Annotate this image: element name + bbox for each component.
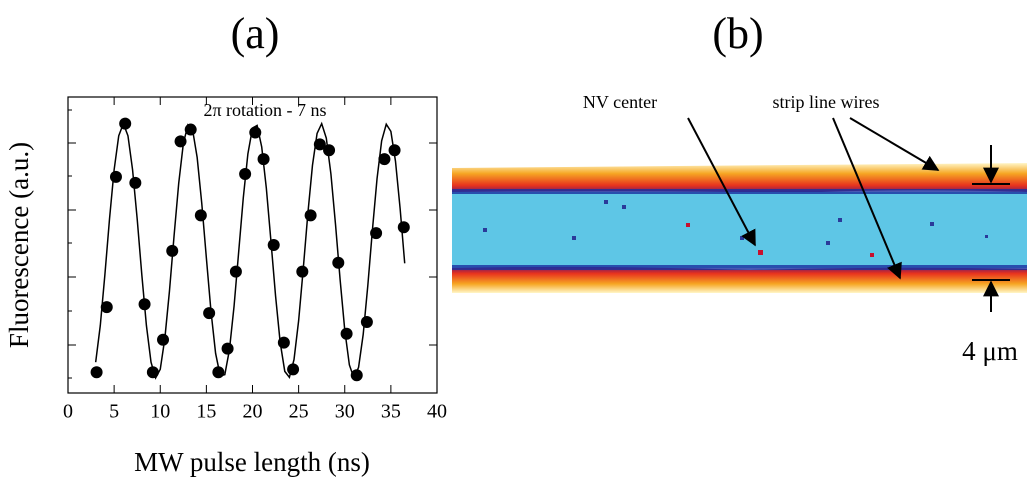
panel-label: (a) [231,9,280,58]
data-point [166,244,179,257]
x-tick-label: 40 [427,401,447,423]
fit-curve [94,121,406,381]
data-point [313,138,326,151]
data-point [100,301,113,314]
data-point [174,135,187,148]
x-tick-label: 0 [63,401,73,423]
data-point [146,366,159,379]
chart-title: 2π rotation - 7 ns [203,100,326,120]
x-tick-label: 20 [243,401,263,423]
data-point [109,170,122,183]
data-point [287,363,300,376]
data-point [360,315,373,328]
data-point [239,167,252,180]
data-point [277,336,290,349]
annotation: strip line wires [773,92,880,112]
data-point [388,144,401,157]
x-axis-label: MW pulse length (ns) [134,447,370,477]
scale-bar-label: 4 μm [962,336,1018,366]
panel-label: (b) [712,9,763,58]
data-point [119,117,132,130]
data-point [378,153,391,166]
data-point [229,265,242,278]
data-point [350,369,363,382]
data-point [249,126,262,139]
data-point [267,239,280,251]
x-tick-label: 25 [289,401,309,423]
x-tick-label: 30 [335,401,355,423]
data-point [304,209,317,222]
data-point [221,342,234,355]
data-point [212,366,225,379]
data-point [90,366,103,379]
x-tick-label: 35 [381,401,401,423]
x-tick-label: 10 [150,401,170,423]
y-axis-ticks [68,109,437,379]
data-point [129,176,142,189]
data-point [340,327,353,340]
data-point [332,256,345,269]
annotation-arrows [687,117,1010,312]
annotation: NV center [583,92,657,112]
data-point [370,227,383,240]
data-point [203,307,216,320]
data-point [296,265,309,278]
data-point [138,298,151,311]
data-point [184,123,197,136]
data-point [397,221,410,234]
data-point [257,153,270,166]
x-tick-label: 5 [109,401,119,423]
data-point [157,333,170,346]
data-point [323,144,336,157]
data-point [194,209,207,222]
microscope-image [452,163,1027,293]
x-tick-label: 15 [196,401,216,423]
y-axis-label: Fluorescence (a.u.) [4,142,34,348]
